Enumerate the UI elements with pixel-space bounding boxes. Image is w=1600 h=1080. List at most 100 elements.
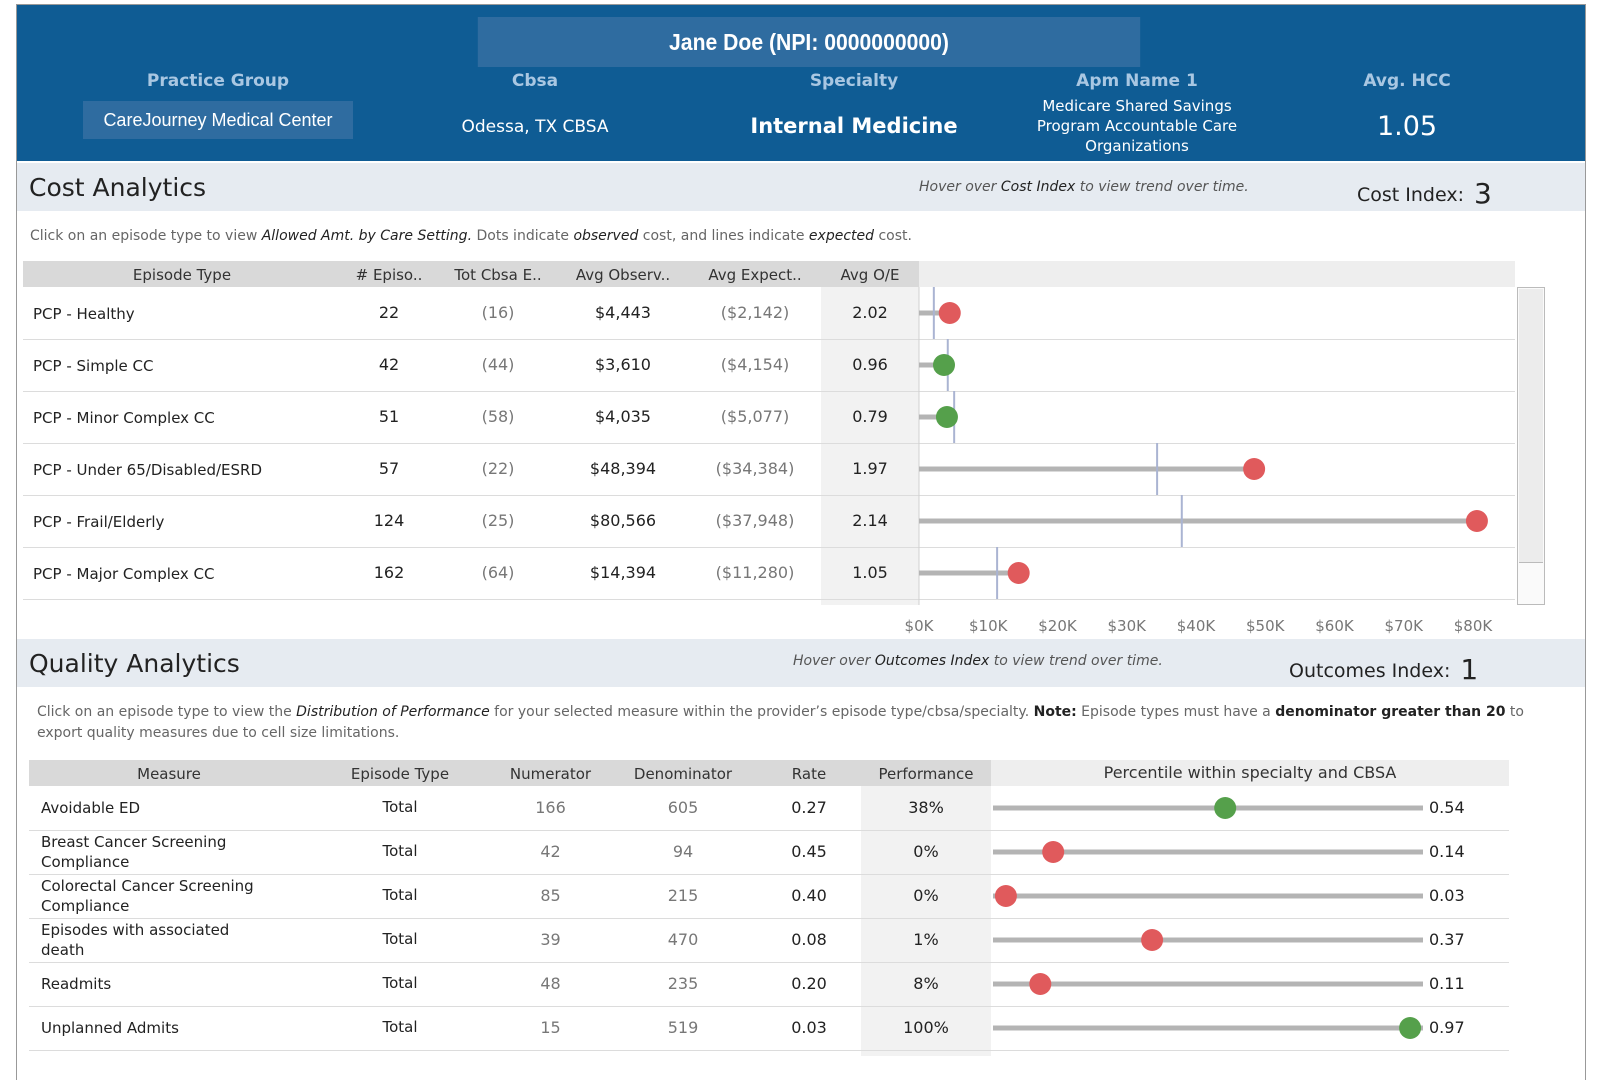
measure-name[interactable]: Breast Cancer Screening Compliance bbox=[41, 833, 227, 871]
episode-type: Total bbox=[382, 798, 418, 816]
numerator: 48 bbox=[540, 974, 561, 993]
measure-name[interactable]: Unplanned Admits bbox=[41, 1019, 179, 1037]
performance: 1% bbox=[913, 930, 939, 949]
cbsa-label: Cbsa bbox=[511, 71, 559, 91]
row-divider bbox=[29, 918, 1509, 919]
percentile-dot bbox=[1214, 797, 1237, 819]
rate: 0.27 bbox=[791, 798, 827, 817]
percentile-label: 0.14 bbox=[1429, 842, 1465, 861]
practice-group-value[interactable]: CareJourney Medical Center bbox=[83, 101, 353, 139]
avg-observed: $4,443 bbox=[595, 303, 651, 322]
row-divider bbox=[29, 1050, 1509, 1051]
avg-observed: $14,394 bbox=[589, 563, 657, 582]
row-divider bbox=[29, 874, 1509, 875]
cost-index-value: 3 bbox=[1474, 177, 1492, 210]
row-divider bbox=[23, 339, 1515, 340]
provider-title: Jane Doe (NPI: 0000000000) bbox=[477, 17, 1141, 67]
episode-name[interactable]: PCP - Under 65/Disabled/ESRD bbox=[33, 461, 263, 479]
observed-cost-dot bbox=[932, 354, 955, 376]
cost-axis-tick-label: $40K bbox=[1177, 617, 1217, 635]
cost-index-hint: Hover over Cost Index to view trend over… bbox=[919, 179, 1249, 195]
avg-expected: ($37,948) bbox=[715, 511, 795, 530]
cost-analytics-bar: Cost Analytics Hover over Cost Index to … bbox=[17, 163, 1585, 211]
observed-cost-dot bbox=[1243, 458, 1266, 480]
col-episode-type[interactable]: Episode Type bbox=[350, 765, 450, 783]
episode-count: 162 bbox=[373, 563, 405, 582]
episode-type: Total bbox=[382, 974, 418, 992]
scrollbar-thumb[interactable] bbox=[1519, 289, 1543, 563]
hcc-value: 1.05 bbox=[1376, 111, 1438, 142]
row-divider bbox=[23, 443, 1515, 444]
episode-name[interactable]: PCP - Minor Complex CC bbox=[33, 409, 215, 427]
outcomes-index[interactable]: Outcomes Index: 1 bbox=[1289, 653, 1479, 686]
percentile-label: 0.11 bbox=[1429, 974, 1465, 993]
percentile-dot bbox=[1399, 1017, 1422, 1039]
rate: 0.40 bbox=[791, 886, 827, 905]
quality-table-header-band bbox=[991, 760, 1509, 786]
rate: 0.08 bbox=[791, 930, 827, 949]
measure-name[interactable]: Readmits bbox=[41, 975, 112, 993]
numerator: 85 bbox=[540, 886, 561, 905]
outcomes-index-hint: Hover over Outcomes Index to view trend … bbox=[793, 653, 1163, 669]
col-avg-expected[interactable]: Avg Expect.. bbox=[708, 266, 802, 284]
outcomes-index-value: 1 bbox=[1460, 653, 1479, 686]
denominator: 470 bbox=[667, 930, 699, 949]
col-avg-observed[interactable]: Avg Observ.. bbox=[575, 266, 671, 284]
measure-name[interactable]: Colorectal Cancer Screening Compliance bbox=[41, 877, 254, 915]
apm-label: Apm Name 1 bbox=[1076, 71, 1198, 91]
percentile-dot bbox=[1141, 929, 1164, 951]
col-episodes[interactable]: # Episo.. bbox=[355, 266, 423, 284]
observed-cost-dot bbox=[938, 302, 961, 324]
cbsa-count: (16) bbox=[481, 303, 515, 322]
cost-table-scrollbar[interactable] bbox=[1517, 287, 1545, 605]
cost-index[interactable]: Cost Index: 3 bbox=[1357, 177, 1492, 210]
practice-group-label: Practice Group bbox=[146, 71, 290, 91]
observed-cost-dot bbox=[935, 406, 958, 428]
cost-analytics-title: Cost Analytics bbox=[29, 173, 207, 202]
performance: 0% bbox=[913, 842, 939, 861]
col-denominator[interactable]: Denominator bbox=[633, 765, 733, 783]
avg-oe: 1.05 bbox=[852, 563, 888, 582]
avg-oe: 0.96 bbox=[852, 355, 888, 374]
col-numerator[interactable]: Numerator bbox=[509, 765, 592, 783]
specialty-value: Internal Medicine bbox=[750, 114, 958, 138]
col-avg-oe[interactable]: Avg O/E bbox=[840, 266, 900, 284]
avg-oe: 2.14 bbox=[852, 511, 888, 530]
percentile-label: 0.03 bbox=[1429, 886, 1465, 905]
performance: 38% bbox=[908, 798, 944, 817]
col-rate[interactable]: Rate bbox=[791, 765, 827, 783]
avg-expected: ($4,154) bbox=[720, 355, 790, 374]
row-divider bbox=[23, 547, 1515, 548]
col-performance[interactable]: Performance bbox=[878, 765, 974, 783]
quality-analytics-title: Quality Analytics bbox=[29, 649, 240, 678]
episode-type: Total bbox=[382, 930, 418, 948]
episode-name[interactable]: PCP - Healthy bbox=[33, 305, 135, 323]
episode-count: 51 bbox=[378, 407, 400, 426]
cost-axis-tick-label: $30K bbox=[1108, 617, 1148, 635]
cbsa-count: (22) bbox=[481, 459, 515, 478]
charts-layer: $0K $10K $20K $30K $40K $50K $60K $70K $80K bbox=[905, 287, 1493, 1039]
col-measure[interactable]: Measure bbox=[137, 765, 201, 783]
oe-column-shade bbox=[821, 287, 919, 605]
col-episode-type[interactable]: Episode Type bbox=[132, 266, 232, 284]
episode-name[interactable]: PCP - Frail/Elderly bbox=[33, 513, 165, 531]
episode-name[interactable]: PCP - Simple CC bbox=[33, 357, 154, 375]
percentile-label: 0.54 bbox=[1429, 798, 1465, 817]
row-divider bbox=[23, 495, 1515, 496]
cost-axis-tick-label: $70K bbox=[1385, 617, 1425, 635]
avg-observed: $48,394 bbox=[589, 459, 657, 478]
cost-axis-tick-label: $60K bbox=[1315, 617, 1355, 635]
cost-axis-tick-label: $20K bbox=[1038, 617, 1078, 635]
measure-name[interactable]: Avoidable ED bbox=[41, 799, 141, 817]
avg-observed: $80,566 bbox=[589, 511, 657, 530]
episode-name[interactable]: PCP - Major Complex CC bbox=[33, 565, 215, 583]
row-divider bbox=[29, 962, 1509, 963]
cost-table-header bbox=[23, 261, 919, 287]
col-tot-cbsa[interactable]: Tot Cbsa E.. bbox=[454, 266, 542, 284]
measure-name[interactable]: Episodes with associated death bbox=[41, 921, 230, 959]
avg-observed: $4,035 bbox=[595, 407, 651, 426]
performance: 0% bbox=[913, 886, 939, 905]
cbsa-count: (44) bbox=[481, 355, 515, 374]
numerator: 42 bbox=[540, 842, 561, 861]
row-divider bbox=[29, 830, 1509, 831]
